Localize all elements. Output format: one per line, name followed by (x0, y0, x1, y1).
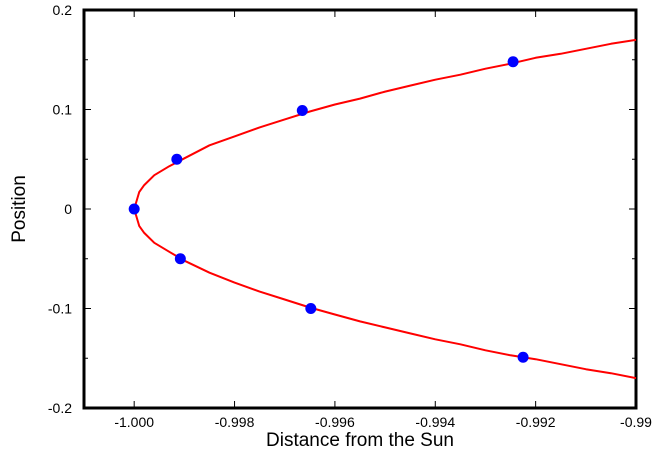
plot-frame (82, 8, 638, 410)
data-point (128, 203, 140, 215)
x-tick-label: -0.994 (415, 414, 455, 430)
data-point (174, 253, 186, 265)
x-tick-label: -0.998 (215, 414, 255, 430)
y-tick-label: 0.2 (53, 2, 73, 18)
x-tick-label: -0.992 (516, 414, 556, 430)
orbit-curve (133, 38, 637, 380)
x-axis-title: Distance from the Sun (266, 430, 454, 451)
data-point (305, 303, 317, 314)
x-tick-label: -0.996 (315, 414, 355, 430)
y-tick-label: -0.2 (48, 400, 72, 416)
data-point (171, 153, 183, 165)
data-point (517, 351, 529, 363)
y-axis-title: Position (9, 175, 30, 243)
y-tick-label: 0 (64, 201, 72, 217)
plot-marks (82, 8, 638, 410)
data-point (507, 56, 519, 68)
y-tick-label: 0.1 (53, 102, 73, 118)
data-point (296, 104, 308, 116)
y-tick-label: -0.1 (48, 301, 72, 317)
x-tick-label: -1.000 (114, 414, 154, 430)
x-tick-label: -0.99 (620, 414, 652, 430)
